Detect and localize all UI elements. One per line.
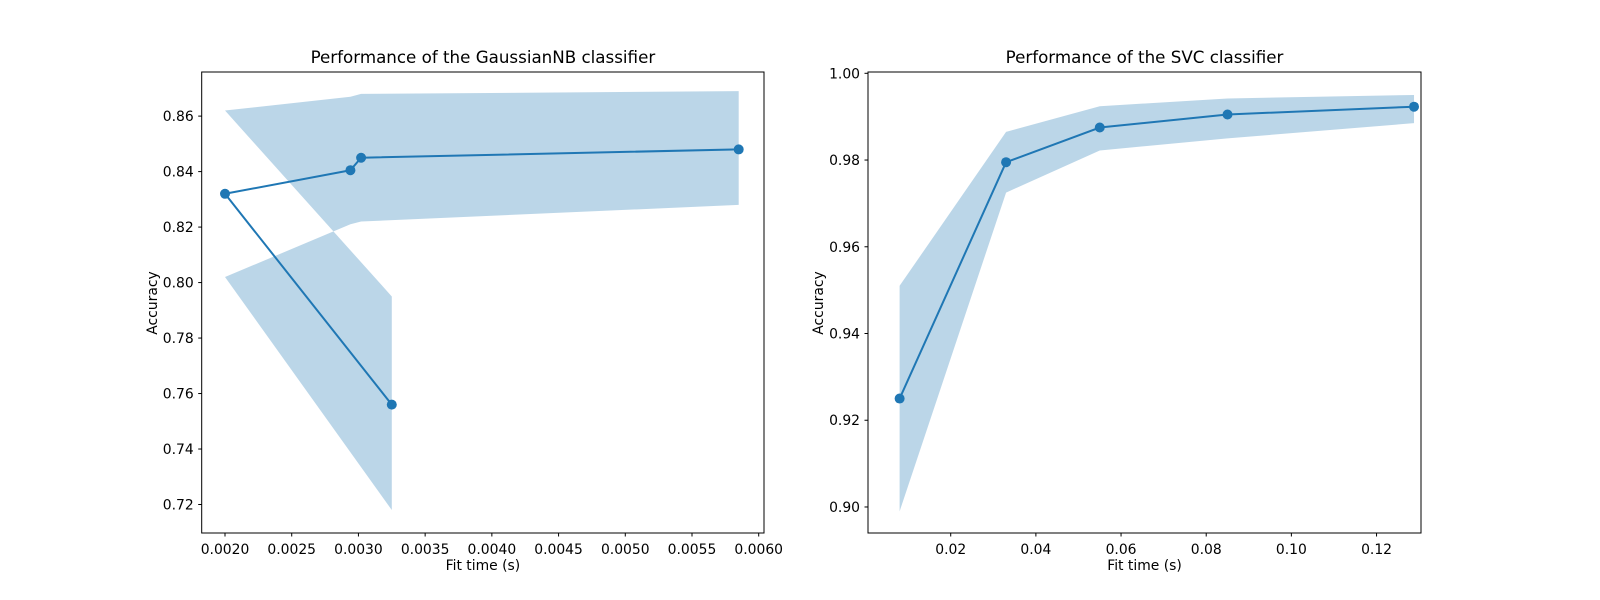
x-tick-label: 0.0030 [334,542,383,558]
axes-frame [201,71,765,534]
y-tick-label: 0.76 [163,387,194,403]
x-tick-label: 0.02 [935,542,966,558]
x-tick-label: 0.0040 [468,542,517,558]
left-chart-ylabel: Accuracy [145,270,161,335]
data-point-marker [345,165,356,176]
data-point-marker [356,152,367,163]
axes-frame [867,71,1422,534]
x-tick-label: 0.0050 [601,542,650,558]
y-tick-label: 0.80 [163,276,194,292]
y-tick-label: 0.78 [163,331,194,347]
y-tick-label: 0.92 [829,413,860,429]
left-chart-xlabel: Fit time (s) [445,558,521,574]
left-chart-title: Performance of the GaussianNB classifier [310,47,656,67]
data-point-marker [386,399,397,410]
right-chart-xlabel: Fit time (s) [1107,558,1182,574]
y-tick-label: 0.90 [829,500,860,516]
y-tick-label: 0.86 [163,109,194,125]
right-chart-ylabel: Accuracy [811,270,827,335]
std-band [899,94,1415,512]
chart-1: 0.02 0.04 0.06 0.08 0.10 0.12 0.90 0.92 0.94 0.96… [829,66,1422,558]
y-tick-label: 0.74 [163,442,194,458]
y-tick-label: 1.00 [829,66,860,82]
data-point-marker [220,188,231,199]
x-tick-label: 0.04 [1020,542,1051,558]
x-tick-label: 0.0055 [668,542,717,558]
std-band [225,91,739,511]
x-tick-label: 0.08 [1191,542,1222,558]
y-tick-label: 0.72 [163,498,194,514]
data-point-marker [1001,157,1012,168]
data-point-marker [1409,101,1420,112]
data-point-marker [1094,122,1105,133]
chart-0: 0.0020 0.0025 0.0030 0.0035 0.0040 0.0045 0.00… [163,71,783,558]
y-tick-label: 0.96 [829,240,860,256]
data-point-marker [894,393,905,404]
x-tick-label: 0.0035 [401,542,450,558]
x-tick-label: 0.0025 [267,542,316,558]
data-point-marker [1222,109,1233,120]
y-tick-label: 0.94 [829,327,860,343]
x-tick-label: 0.0045 [534,542,583,558]
x-tick-label: 0.0020 [201,542,250,558]
y-tick-label: 0.98 [829,153,860,169]
x-tick-label: 0.06 [1106,542,1137,558]
y-tick-label: 0.82 [163,220,194,236]
y-tick-label: 0.84 [163,165,194,181]
data-point-marker [733,144,744,155]
right-chart-title: Performance of the SVC classifier [1005,47,1284,67]
x-tick-label: 0.0060 [734,542,783,558]
x-tick-label: 0.12 [1361,542,1392,558]
x-tick-label: 0.10 [1276,542,1307,558]
